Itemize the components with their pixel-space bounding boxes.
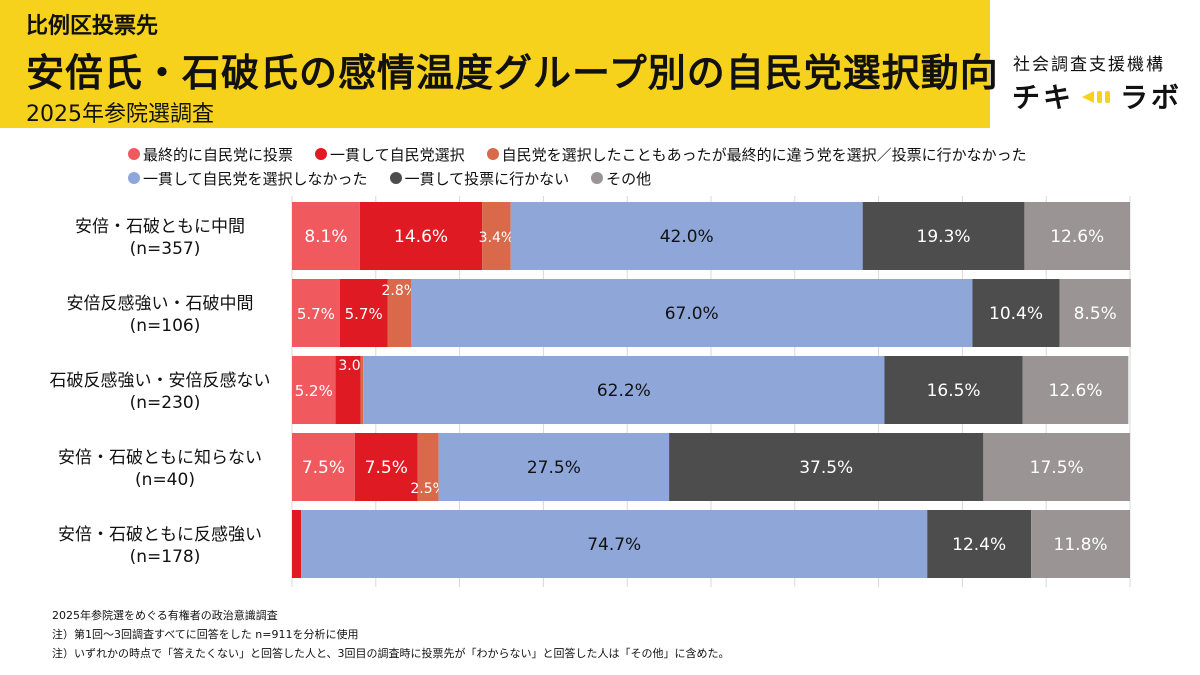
chart-subtitle-bottom: 2025年参院選調査	[26, 102, 214, 127]
bar-segment	[669, 433, 984, 501]
legend-item: その他	[591, 168, 651, 189]
chart-subtitle-top: 比例区投票先	[26, 14, 159, 39]
category-label: 石破反感強い・安倍反感ない	[50, 371, 271, 391]
data-label: 17.5%	[1030, 458, 1084, 478]
bar-segment	[301, 510, 928, 578]
data-label: 62.2%	[597, 381, 651, 401]
bar-segment	[1031, 510, 1130, 578]
legend-label: 一貫して自民党選択	[330, 145, 465, 164]
category-sample-size: (n=230)	[130, 393, 201, 413]
bar-segment	[862, 202, 1025, 270]
logo-mark-icon	[1080, 80, 1114, 113]
category-sample-size: (n=178)	[130, 547, 201, 567]
bar-segment	[363, 356, 885, 424]
footnote-2: 注）いずれかの時点で「答えたくない」と回答した人と、3回目の調査時に投票先が「わ…	[52, 647, 730, 660]
data-label: 8.5%	[1074, 304, 1117, 324]
legend-swatch-icon	[591, 172, 604, 184]
data-label: 74.7%	[587, 535, 641, 555]
data-label: 3.4%	[479, 230, 515, 246]
legend-swatch-icon	[315, 148, 328, 160]
legend-row-1: 最終的に自民党に投票 一貫して自民党選択 自民党を選択したこともあったが最終的に違う…	[128, 142, 1188, 166]
bar-segment	[335, 356, 361, 424]
bar-segment	[983, 433, 1130, 501]
data-label: 8.1%	[304, 227, 347, 247]
data-label: 14.6%	[394, 227, 448, 247]
data-label: 19.3%	[917, 227, 971, 247]
category-label: 安倍・石破ともに反感強い	[58, 525, 262, 545]
data-label: 12.4%	[952, 535, 1006, 555]
logo-name-left: チキ	[1012, 81, 1075, 114]
bar-segment	[482, 202, 511, 270]
logo-name-right: ラボ	[1120, 81, 1183, 114]
bar-segment	[884, 356, 1023, 424]
data-label: 27.5%	[527, 458, 581, 478]
legend-label: 一貫して投票に行かない	[404, 169, 570, 188]
data-label: 2.8%	[381, 283, 417, 299]
data-label: 7.5%	[365, 458, 408, 478]
legend-label: 最終的に自民党に投票	[143, 145, 294, 164]
chart-title: 安倍氏・石破氏の感情温度グループ別の自民党選択動向	[26, 51, 999, 95]
legend-label: その他	[606, 169, 652, 188]
legend-item: 最終的に自民党に投票	[128, 144, 293, 165]
legend-row-2: 一貫して自民党を選択しなかった 一貫して投票に行かない その他	[128, 166, 1188, 190]
bar-segment	[292, 202, 360, 270]
data-label: 5.7%	[345, 305, 383, 323]
bar-segment	[292, 356, 336, 424]
bar-segment	[354, 433, 418, 501]
logo: チキ ラボ	[1012, 76, 1182, 116]
data-label: 11.8%	[1054, 535, 1108, 555]
data-label: 12.6%	[1050, 227, 1104, 247]
legend-swatch-icon	[486, 148, 499, 160]
data-label: 42.0%	[660, 227, 714, 247]
bar-segment	[292, 279, 340, 347]
bar-segment	[292, 433, 355, 501]
footnote-1: 注）第1回～3回調査すべてに回答をした n=911を分析に使用	[52, 628, 359, 641]
data-label: 12.6%	[1049, 381, 1103, 401]
category-label: 安倍・石破ともに中間	[75, 217, 245, 237]
bar-segment	[927, 510, 1032, 578]
data-label: 67.0%	[665, 304, 719, 324]
bar-segment	[410, 279, 973, 347]
legend-label: 一貫して自民党を選択しなかった	[143, 169, 368, 188]
bar-segment	[1022, 356, 1129, 424]
bar-segment	[1059, 279, 1131, 347]
bar-segment	[1024, 202, 1130, 270]
legend-label: 自民党を選択したこともあったが最終的に違う党を選択／投票に行かなかった	[501, 145, 1027, 164]
category-label: 安倍・石破ともに知らない	[58, 448, 262, 468]
bar-segment	[387, 279, 411, 347]
legend-item: 自民党を選択したこともあったが最終的に違う党を選択／投票に行かなかった	[486, 144, 1027, 165]
data-label: 2.5%	[410, 481, 446, 497]
footnote-source: 2025年参院選をめぐる有権者の政治意識調査	[52, 609, 278, 622]
category-sample-size: (n=40)	[135, 470, 195, 490]
legend-swatch-icon	[128, 148, 140, 160]
legend-item: 一貫して自民党選択	[315, 144, 465, 165]
bar-segment	[360, 356, 364, 424]
footnotes: 2025年参院選をめぐる有権者の政治意識調査 注）第1回～3回調査すべてに回答を…	[52, 606, 730, 663]
bar-segment	[510, 202, 863, 270]
category-sample-size: (n=357)	[130, 239, 201, 259]
legend-swatch-icon	[389, 172, 402, 184]
category-label: 安倍反感強い・石破中間	[67, 294, 254, 314]
data-label: 5.7%	[297, 305, 335, 323]
bar-segment	[972, 279, 1060, 347]
chart-legend: 最終的に自民党に投票 一貫して自民党選択 自民党を選択したこともあったが最終的に違う…	[128, 142, 1188, 190]
category-sample-size: (n=106)	[130, 316, 201, 336]
bar-segment	[359, 202, 483, 270]
logo-organization: 社会調査支援機構	[1013, 55, 1165, 75]
bar-segment	[417, 433, 439, 501]
bar-segment	[339, 279, 388, 347]
bar-segment	[292, 510, 302, 578]
legend-item: 一貫して自民党を選択しなかった	[128, 168, 368, 189]
data-label: 37.5%	[799, 458, 853, 478]
data-label: 16.5%	[927, 381, 981, 401]
data-label: 7.5%	[302, 458, 345, 478]
bar-segment	[438, 433, 670, 501]
title-banner: 比例区投票先 安倍氏・石破氏の感情温度グループ別の自民党選択動向 2025年参院…	[0, 0, 998, 128]
data-label: 5.2%	[295, 382, 333, 400]
legend-swatch-icon	[128, 172, 140, 184]
legend-item: 一貫して投票に行かない	[389, 168, 570, 189]
stacked-bar-chart: 安倍・石破ともに中間(n=357) 8.1% 14.6% 3.4% 42.0% 19.3%…	[50, 196, 1131, 587]
data-label: 10.4%	[989, 304, 1043, 324]
